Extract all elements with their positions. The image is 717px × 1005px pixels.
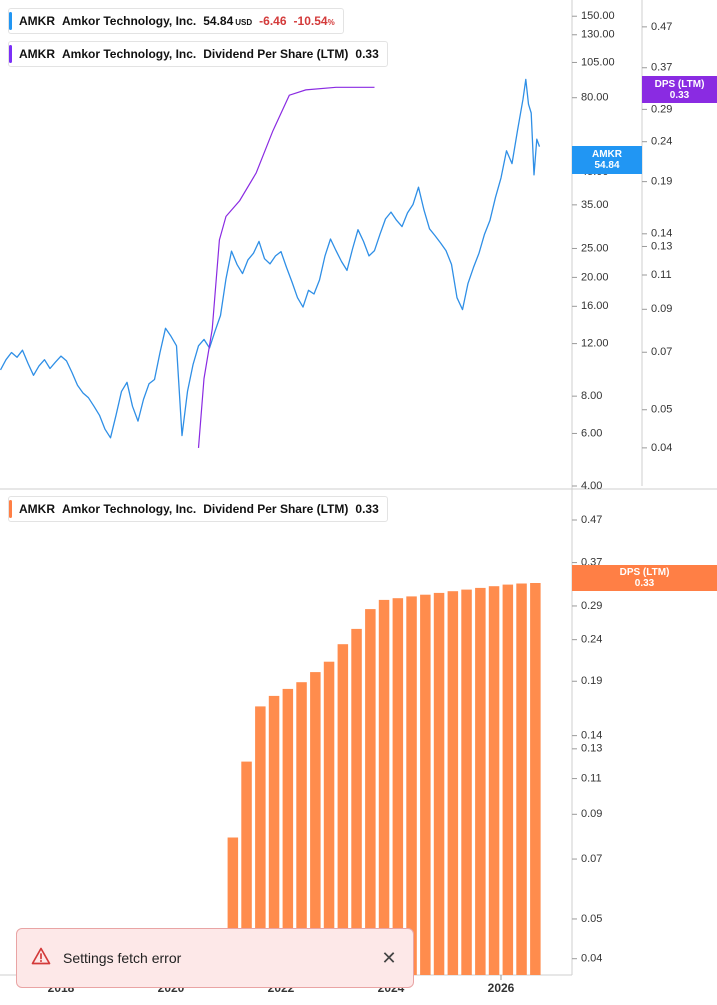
- price-legend-stripe: [9, 12, 12, 30]
- dps-axis-tick-label: 0.14: [651, 228, 672, 240]
- price-axis-tick-label: 16.00: [581, 300, 609, 312]
- bar-axis-tick-label: 0.07: [581, 853, 602, 865]
- dps-legend-bottom-metric: Dividend Per Share (LTM): [203, 502, 349, 516]
- dps-axis-tick-label: 0.13: [651, 240, 672, 252]
- price-legend-price: 54.84: [203, 14, 234, 28]
- bar-axis-tick-label: 0.24: [581, 634, 602, 646]
- dps-bar: [530, 583, 541, 975]
- bar-axis-tick-label: 0.14: [581, 730, 602, 742]
- dps-bar: [365, 609, 376, 975]
- dps-axis-tick-label: 0.29: [651, 103, 672, 115]
- dps-legend-bottom-ticker: AMKR: [19, 502, 55, 516]
- dps-axis-tick-label: 0.47: [651, 21, 672, 33]
- bar-axis-tick-label: 0.05: [581, 913, 602, 925]
- amkr-price-tag-value: 54.84: [594, 160, 620, 171]
- bar-axis-tick-label: 0.47: [581, 514, 602, 526]
- dps-bar: [323, 661, 335, 975]
- price-axis-tick-label: 105.00: [581, 56, 615, 68]
- dps-bar: [227, 837, 239, 975]
- dps-bar: [310, 672, 321, 975]
- close-icon[interactable]: ✕: [381, 947, 397, 968]
- price-axis-tick-label: 12.00: [581, 338, 609, 350]
- price-axis-tick-label: 6.00: [581, 427, 602, 439]
- dps-series-line: [197, 86, 375, 448]
- bar-axis-tick-label: 0.29: [581, 600, 602, 612]
- dps-bar: [268, 695, 280, 975]
- price-axis-tick-label: 35.00: [581, 199, 609, 211]
- dps-bar: [475, 587, 486, 975]
- price-axis-tick-label: 4.00: [581, 480, 602, 492]
- bar-axis-tick-label: 0.04: [581, 953, 602, 965]
- dps-legend-top-ticker: AMKR: [19, 47, 55, 61]
- dps-bar: [337, 644, 349, 975]
- dps-tag-bottom-label: DPS (LTM): [619, 567, 670, 578]
- dps-bar: [447, 591, 459, 975]
- price-axis-tick-label: 80.00: [581, 92, 609, 104]
- dps-bar: [392, 598, 404, 975]
- dps-bar: [516, 583, 527, 975]
- dps-axis-tick-label: 0.09: [651, 303, 672, 315]
- error-toast: Settings fetch error ✕: [16, 928, 414, 988]
- dps-tag-top: DPS (LTM) 0.33: [642, 76, 717, 103]
- amkr-price-tag: AMKR 54.84: [572, 146, 642, 174]
- price-legend[interactable]: AMKR Amkor Technology, Inc. 54.84 USD -6…: [8, 8, 344, 34]
- price-legend-ticker: AMKR: [19, 14, 55, 28]
- dps-tag-top-label: DPS (LTM): [654, 78, 705, 90]
- dps-bar: [282, 688, 294, 975]
- price-series-line: [0, 78, 541, 439]
- dps-tag-top-value: 0.33: [669, 89, 690, 101]
- dps-bar: [351, 628, 362, 975]
- dps-bar: [241, 761, 252, 975]
- dps-tag-bottom: DPS (LTM) 0.33: [572, 565, 717, 591]
- dps-bar: [296, 682, 307, 975]
- price-legend-currency: USD: [235, 18, 253, 27]
- dps-axis-tick-label: 0.05: [651, 404, 672, 416]
- bar-axis-tick-label: 0.09: [581, 808, 602, 820]
- amkr-price-tag-label: AMKR: [592, 149, 622, 160]
- dps-bar: [433, 592, 445, 975]
- dps-legend-bottom-name: Amkor Technology, Inc.: [62, 502, 197, 516]
- warning-icon: [31, 947, 51, 970]
- dps-legend-bottom[interactable]: AMKR Amkor Technology, Inc. Dividend Per…: [8, 496, 388, 522]
- price-legend-change: -6.46: [259, 14, 287, 28]
- dps-legend-bottom-value: 0.33: [355, 502, 379, 516]
- dps-bar: [488, 586, 500, 975]
- dps-legend-top[interactable]: AMKR Amkor Technology, Inc. Dividend Per…: [8, 41, 388, 67]
- dps-bar: [255, 706, 266, 975]
- dps-legend-top-stripe: [9, 45, 12, 63]
- dps-bar: [378, 599, 390, 975]
- price-axis-tick-label: 25.00: [581, 242, 609, 254]
- price-axis-tick-label: 150.00: [581, 10, 615, 22]
- bar-axis-tick-label: 0.13: [581, 743, 602, 755]
- x-axis-tick-label: 2026: [488, 981, 515, 995]
- toast-message: Settings fetch error: [63, 950, 182, 966]
- dps-axis-tick-label: 0.07: [651, 346, 672, 358]
- dps-axis-tick-label: 0.04: [651, 442, 672, 454]
- dps-bar: [406, 596, 417, 975]
- dps-axis-tick-label: 0.11: [651, 269, 672, 281]
- dps-bar: [461, 589, 472, 975]
- bar-axis-tick-label: 0.19: [581, 675, 602, 687]
- dps-axis-tick-label: 0.24: [651, 136, 672, 148]
- dps-bar: [420, 594, 431, 975]
- price-axis-tick-label: 130.00: [581, 29, 615, 41]
- dps-axis-tick-label: 0.19: [651, 176, 672, 188]
- dps-axis-tick-label: 0.37: [651, 62, 672, 74]
- bar-axis-tick-label: 0.11: [581, 772, 602, 784]
- dps-tag-bottom-value: 0.33: [634, 578, 655, 589]
- dps-legend-top-name: Amkor Technology, Inc.: [62, 47, 197, 61]
- dps-legend-top-value: 0.33: [355, 47, 379, 61]
- price-axis-tick-label: 8.00: [581, 390, 602, 402]
- price-legend-change-pct: -10.54%: [293, 14, 335, 28]
- price-legend-name: Amkor Technology, Inc.: [62, 14, 197, 28]
- dps-legend-top-metric: Dividend Per Share (LTM): [203, 47, 349, 61]
- dps-legend-bottom-stripe: [9, 500, 12, 518]
- dps-bar: [502, 584, 514, 975]
- price-axis-tick-label: 20.00: [581, 271, 609, 283]
